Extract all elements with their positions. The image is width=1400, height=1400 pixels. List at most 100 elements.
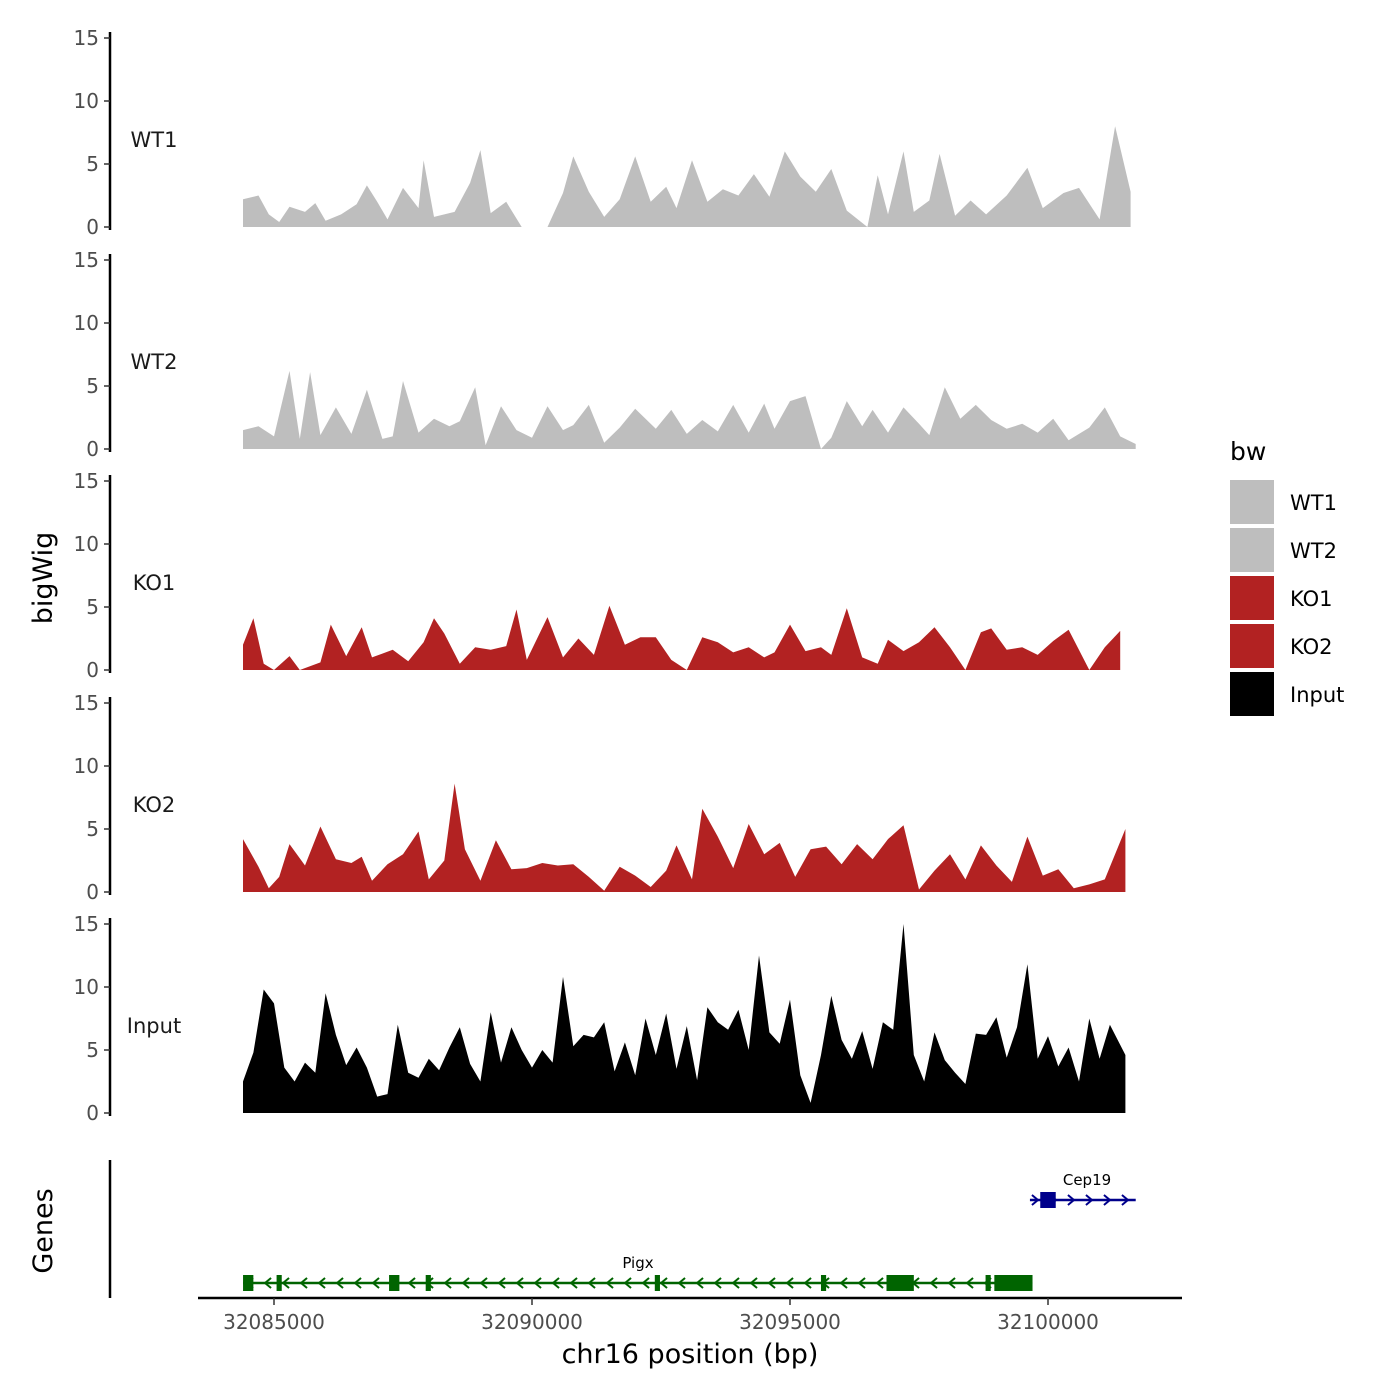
strand-arrow — [407, 1277, 416, 1289]
y-tick-label: 0 — [86, 880, 99, 904]
y-tick-label: 0 — [86, 215, 99, 239]
strand-arrow — [641, 1277, 650, 1289]
coverage-tracks: 0 5 10 15 WT1 0 5 10 15 WT2 0 5 10 15 KO1 0 5 10 15 KO2 0 5 10… — [74, 26, 1136, 1125]
strand-arrow — [497, 1277, 506, 1289]
y-tick-label: 0 — [86, 437, 99, 461]
strand-arrow — [551, 1277, 560, 1289]
y-tick-label: 5 — [86, 374, 99, 398]
y-tick-label: 5 — [86, 817, 99, 841]
strand-arrow — [263, 1277, 272, 1289]
track-label: WT1 — [131, 128, 178, 152]
strand-arrow — [461, 1277, 470, 1289]
track-wt2: 0 5 10 15 WT2 — [74, 248, 1136, 461]
strand-arrow — [659, 1277, 668, 1289]
strand-arrow — [749, 1277, 758, 1289]
x-axis: 32085000 32090000 32095000 32100000 — [198, 1296, 1182, 1334]
coverage-area-wt2 — [243, 370, 1136, 449]
legend-key-wt2 — [1230, 528, 1274, 572]
y-tick-label: 15 — [74, 912, 99, 936]
exon — [654, 1275, 660, 1291]
y-tick-label: 5 — [86, 595, 99, 619]
strand-arrow — [677, 1277, 686, 1289]
strand-arrow — [533, 1277, 542, 1289]
y-tick-label: 0 — [86, 1101, 99, 1125]
track-input: 0 5 10 15 Input — [74, 912, 1126, 1125]
strand-arrow — [875, 1277, 884, 1289]
strand-arrow — [587, 1277, 596, 1289]
x-axis-title: chr16 position (bp) — [562, 1339, 819, 1370]
coverage-area-input — [243, 924, 1126, 1113]
legend-label: WT1 — [1290, 491, 1337, 515]
track-label: Input — [127, 1014, 181, 1038]
strand-arrow — [929, 1277, 938, 1289]
y-tick-label: 15 — [74, 469, 99, 493]
gene-label: Pigx — [622, 1254, 653, 1272]
legend: bw WT1 WT2 KO1 KO2 Input — [1230, 437, 1344, 716]
strand-arrow — [479, 1277, 488, 1289]
exon — [243, 1275, 254, 1291]
x-tick-label: 32085000 — [223, 1310, 325, 1334]
legend-label: WT2 — [1290, 539, 1337, 563]
strand-arrow — [335, 1277, 344, 1289]
strand-arrow — [1067, 1194, 1076, 1206]
strand-arrow — [785, 1277, 794, 1289]
x-tick-label: 32100000 — [997, 1310, 1099, 1334]
track-label: WT2 — [131, 350, 178, 374]
x-tick-label: 32090000 — [481, 1310, 583, 1334]
y-tick-label: 10 — [74, 532, 99, 556]
gene-cep19: Cep19 — [1029, 1171, 1136, 1208]
legend-title: bw — [1230, 437, 1266, 466]
strand-arrow — [1103, 1194, 1112, 1206]
exon — [389, 1275, 400, 1291]
strand-arrow — [515, 1277, 524, 1289]
track-label: KO1 — [133, 571, 176, 595]
coverage-area-wt1 — [243, 126, 1131, 227]
track-ko2: 0 5 10 15 KO2 — [74, 691, 1126, 904]
legend-label: KO2 — [1290, 635, 1333, 659]
strand-arrow — [443, 1277, 452, 1289]
exon — [425, 1275, 431, 1291]
strand-arrow — [713, 1277, 722, 1289]
strand-arrow — [605, 1277, 614, 1289]
y-tick-label: 5 — [86, 152, 99, 176]
strand-arrow — [1085, 1194, 1094, 1206]
gene-pigx: Pigx — [243, 1254, 1033, 1291]
track-ko1: 0 5 10 15 KO1 — [74, 469, 1121, 682]
strand-arrow — [623, 1277, 632, 1289]
gene-label: Cep19 — [1063, 1171, 1111, 1189]
strand-arrow — [317, 1277, 326, 1289]
strand-arrow — [695, 1277, 704, 1289]
y-tick-label: 10 — [74, 975, 99, 999]
genes-track-title: Genes — [28, 1188, 59, 1273]
track-wt1: 0 5 10 15 WT1 — [74, 26, 1131, 239]
legend-key-ko1 — [1230, 576, 1274, 620]
strand-arrow — [1121, 1194, 1130, 1206]
strand-arrow — [965, 1277, 974, 1289]
coverage-area-ko2 — [243, 783, 1126, 892]
strand-arrow — [857, 1277, 866, 1289]
gene-track: Cep19 Pigx — [108, 1160, 1136, 1298]
strand-arrow — [569, 1277, 578, 1289]
legend-key-input — [1230, 672, 1274, 716]
track-label: KO2 — [133, 793, 176, 817]
y-tick-label: 10 — [74, 754, 99, 778]
exon — [1040, 1192, 1056, 1208]
legend-key-wt1 — [1230, 480, 1274, 524]
strand-arrow — [353, 1277, 362, 1289]
y-tick-label: 10 — [74, 89, 99, 113]
y-tick-label: 10 — [74, 311, 99, 335]
strand-arrow — [767, 1277, 776, 1289]
strand-arrow — [1031, 1194, 1040, 1206]
exon — [985, 1275, 991, 1291]
x-tick-label: 32095000 — [739, 1310, 841, 1334]
legend-label: KO1 — [1290, 587, 1333, 611]
y-tick-label: 15 — [74, 26, 99, 50]
strand-arrow — [281, 1277, 290, 1289]
strand-arrow — [803, 1277, 812, 1289]
legend-key-ko2 — [1230, 624, 1274, 668]
strand-arrow — [299, 1277, 308, 1289]
legend-label: Input — [1290, 683, 1344, 707]
y-tick-label: 0 — [86, 658, 99, 682]
strand-arrow — [947, 1277, 956, 1289]
